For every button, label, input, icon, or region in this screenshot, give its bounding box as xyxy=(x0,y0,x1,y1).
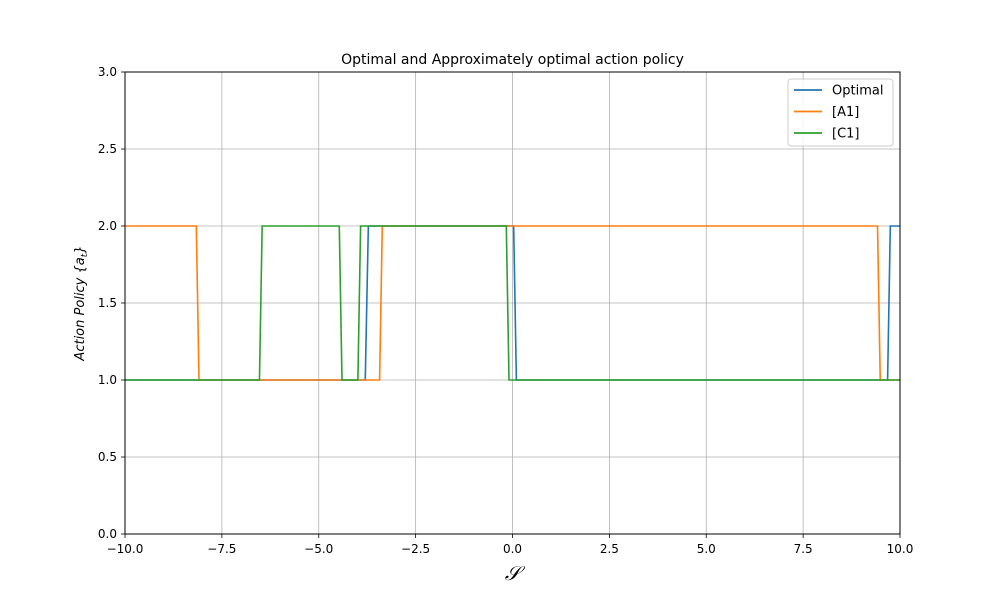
y-axis: 0.0 0.5 1.0 1.5 2.0 2.5 3.0 xyxy=(98,65,125,541)
x-tick-label: −2.5 xyxy=(401,542,430,556)
legend: Optimal [A1] [C1] xyxy=(787,78,894,147)
legend-box xyxy=(787,78,894,147)
legend-entry-label: Optimal xyxy=(832,84,883,99)
legend-entry-label: [A1] xyxy=(832,105,859,120)
y-tick-label: 1.0 xyxy=(98,373,117,387)
x-axis: −10.0 −7.5 −5.0 −2.5 0.0 2.5 5.0 7.5 10.0 xyxy=(107,534,914,556)
x-tick-label: −10.0 xyxy=(107,542,144,556)
chart-title: Optimal and Approximately optimal action… xyxy=(341,52,684,68)
x-tick-label: −5.0 xyxy=(304,542,333,556)
x-tick-label: 7.5 xyxy=(794,542,813,556)
y-tick-label: 1.5 xyxy=(98,296,117,310)
series-line-2 xyxy=(125,225,900,381)
y-tick-label: 0.5 xyxy=(98,450,117,464)
series-layer xyxy=(125,225,900,381)
y-axis-label-close: } xyxy=(73,245,88,253)
y-axis-label-subscript: t xyxy=(80,253,90,257)
legend-entry-label: [C1] xyxy=(832,127,860,142)
series-line-1 xyxy=(125,225,900,381)
y-tick-label: 2.5 xyxy=(98,142,117,156)
x-tick-label: 5.0 xyxy=(697,542,716,556)
y-tick-label: 0.0 xyxy=(98,527,117,541)
series-line-0 xyxy=(125,225,900,381)
x-tick-label: −7.5 xyxy=(207,542,236,556)
y-axis-label: Action Policy {at} xyxy=(73,245,90,361)
y-axis-label-main: Action Policy {a xyxy=(73,257,88,361)
x-tick-label: 0.0 xyxy=(503,542,522,556)
x-tick-label: 2.5 xyxy=(600,542,619,556)
y-tick-label: 2.0 xyxy=(98,219,117,233)
y-tick-label: 3.0 xyxy=(98,65,117,79)
x-tick-label: 10.0 xyxy=(887,542,914,556)
